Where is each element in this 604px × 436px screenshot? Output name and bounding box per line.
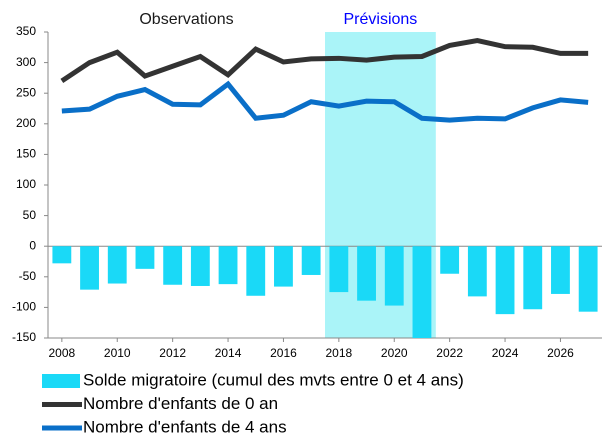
bar [357,246,376,301]
bar [440,246,460,274]
bar [52,246,72,264]
bar [190,246,210,286]
bar [523,246,543,310]
y-tick-label: 300 [16,55,36,69]
bar [301,246,321,275]
bar [467,246,487,297]
line [61,80,589,123]
y-tick-label: -100 [12,300,36,314]
y-tick-label: 150 [16,147,36,161]
x-tick-label: 2016 [270,346,297,360]
y-tick-label: 200 [16,116,36,130]
bar [80,246,99,290]
legend-label: Nombre d'enfants de 4 ans [83,417,287,436]
bar [329,246,349,293]
x-tick-label: 2010 [104,346,131,360]
bar [412,246,432,338]
bar [495,246,515,315]
x-tick-label: 2026 [547,346,574,360]
bar [218,246,238,285]
legend-label: Nombre d'enfants de 0 an [83,394,278,413]
annotation: Observations [139,11,233,28]
legend-label: Solde migratoire (cumul des mvts entre 0… [83,370,464,389]
bar [107,246,127,284]
x-tick-label: 2024 [492,346,519,360]
bar [135,246,155,269]
x-tick-label: 2022 [436,346,463,360]
y-tick-label: 0 [29,238,36,252]
x-tick-label: 2008 [48,346,75,360]
legend-swatch [42,374,80,388]
y-tick-label: 50 [23,208,37,222]
y-tick-label: 100 [16,177,36,191]
line [60,38,589,84]
bar [246,246,266,296]
x-tick-label: 2014 [215,346,242,360]
x-tick-label: 2012 [159,346,186,360]
bar [551,246,570,294]
bar [274,246,293,287]
x-tick-label: 2018 [325,346,352,360]
y-tick-label: 250 [16,85,36,99]
y-tick-label: -50 [19,269,37,283]
y-tick-label: -150 [12,330,36,344]
forecast-label: Prévisions [343,11,417,28]
x-tick-label: 2020 [381,346,408,360]
y-tick-label: 350 [16,24,36,38]
bar [578,246,598,312]
bar [384,246,404,306]
bar [163,246,183,285]
